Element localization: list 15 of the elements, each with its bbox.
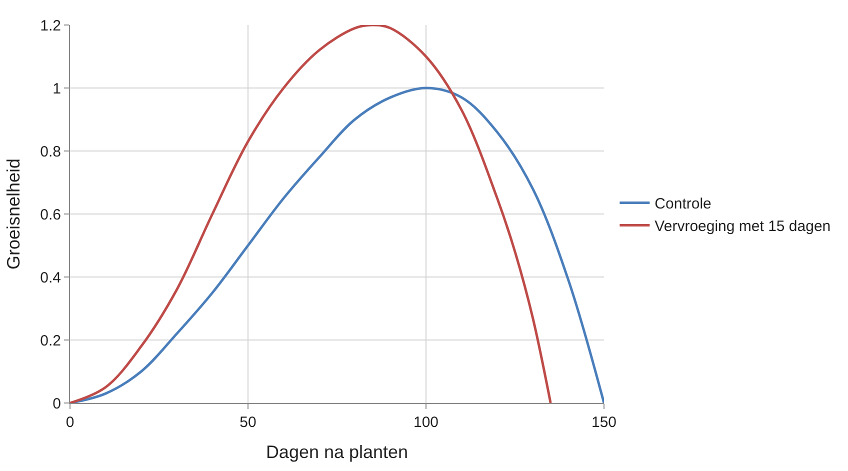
y-tick-label: 1.2 [40,17,61,34]
x-axis-title: Dagen na planten [266,442,408,462]
y-tick-label: 0 [52,395,61,412]
y-tick-label: 0.6 [40,206,61,224]
legend-label: Vervroeging met 15 dagen [654,218,831,236]
x-tick-label: 100 [413,414,439,431]
y-tick-label: 1 [52,80,61,98]
y-axis-title: Groeisnelheid [3,158,24,270]
x-tick-label: 50 [240,414,256,431]
x-tick-label: 0 [66,414,74,431]
y-tick-label: 0.2 [40,332,61,350]
legend-label: Controle [654,196,712,213]
x-tick-label: 150 [591,414,617,431]
y-tick-label: 0.4 [40,269,61,286]
y-tick-label: 0.8 [40,143,61,160]
